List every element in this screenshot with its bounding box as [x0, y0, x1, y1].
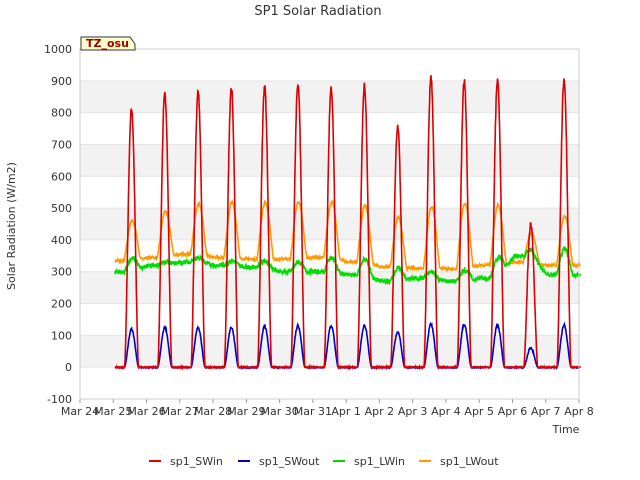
x-tick-label: Mar 29 — [227, 405, 265, 418]
legend-label-sp1-lwin: sp1_LWin — [354, 455, 405, 468]
series-line-sp1-swin — [114, 75, 582, 371]
annotation-text: TZ_osu — [86, 37, 129, 50]
series-line-sp1-lwout — [114, 199, 582, 273]
y-tick-label: 0 — [65, 361, 72, 374]
x-tick-label: Apr 7 — [531, 405, 561, 418]
series-lines — [114, 75, 582, 371]
y-tick-label: 300 — [51, 266, 72, 279]
site-annotation: TZ_osu — [80, 36, 136, 51]
x-tick-label: Apr 3 — [398, 405, 428, 418]
plot-frame — [79, 48, 580, 400]
y-tick-label: 600 — [51, 170, 72, 183]
grid-band — [80, 335, 579, 368]
y-tick-label: 900 — [51, 75, 72, 88]
x-tick-label: Apr 2 — [365, 405, 395, 418]
x-tick-label: Mar 26 — [127, 405, 165, 418]
x-tick-label: Mar 27 — [161, 405, 199, 418]
x-axis-label: Time — [552, 423, 580, 436]
x-tick-label: Mar 24 — [61, 405, 99, 418]
chart-title: SP1 Solar Radiation — [254, 4, 381, 19]
y-tick-label: 500 — [51, 202, 72, 215]
x-tick-label: Apr 1 — [331, 405, 361, 418]
y-tick-label: -100 — [47, 393, 72, 406]
y-tick-label: 400 — [51, 234, 72, 247]
y-tick-label: 700 — [51, 138, 72, 151]
y-tick-label: 800 — [51, 107, 72, 120]
x-tick-label: Mar 31 — [294, 405, 332, 418]
x-tick-label: Apr 4 — [431, 405, 461, 418]
x-tick-label: Mar 30 — [260, 405, 298, 418]
y-tick-label: 1000 — [44, 43, 72, 56]
x-tick-label: Mar 25 — [94, 405, 132, 418]
x-tick-label: Mar 28 — [194, 405, 232, 418]
legend: sp1_SWin sp1_SWout sp1_LWin sp1_LWout — [149, 455, 499, 468]
grid-band — [80, 271, 579, 304]
y-axis-ticks: -100 0 100 200 300 400 500 600 700 800 900 1000 — [44, 43, 72, 406]
x-tick-label: Apr 5 — [464, 405, 494, 418]
y-tick-label: 100 — [51, 329, 72, 342]
legend-label-sp1-swin: sp1_SWin — [170, 455, 223, 468]
y-axis-label: Solar Radiation (W/m2) — [5, 162, 18, 290]
legend-label-sp1-lwout: sp1_LWout — [440, 455, 499, 468]
legend-label-sp1-swout: sp1_SWout — [259, 455, 320, 468]
annotation-box — [80, 36, 136, 51]
y-tick-label: 200 — [51, 298, 72, 311]
x-tick-label: Apr 6 — [498, 405, 528, 418]
x-tick-label: Apr 8 — [564, 405, 594, 418]
